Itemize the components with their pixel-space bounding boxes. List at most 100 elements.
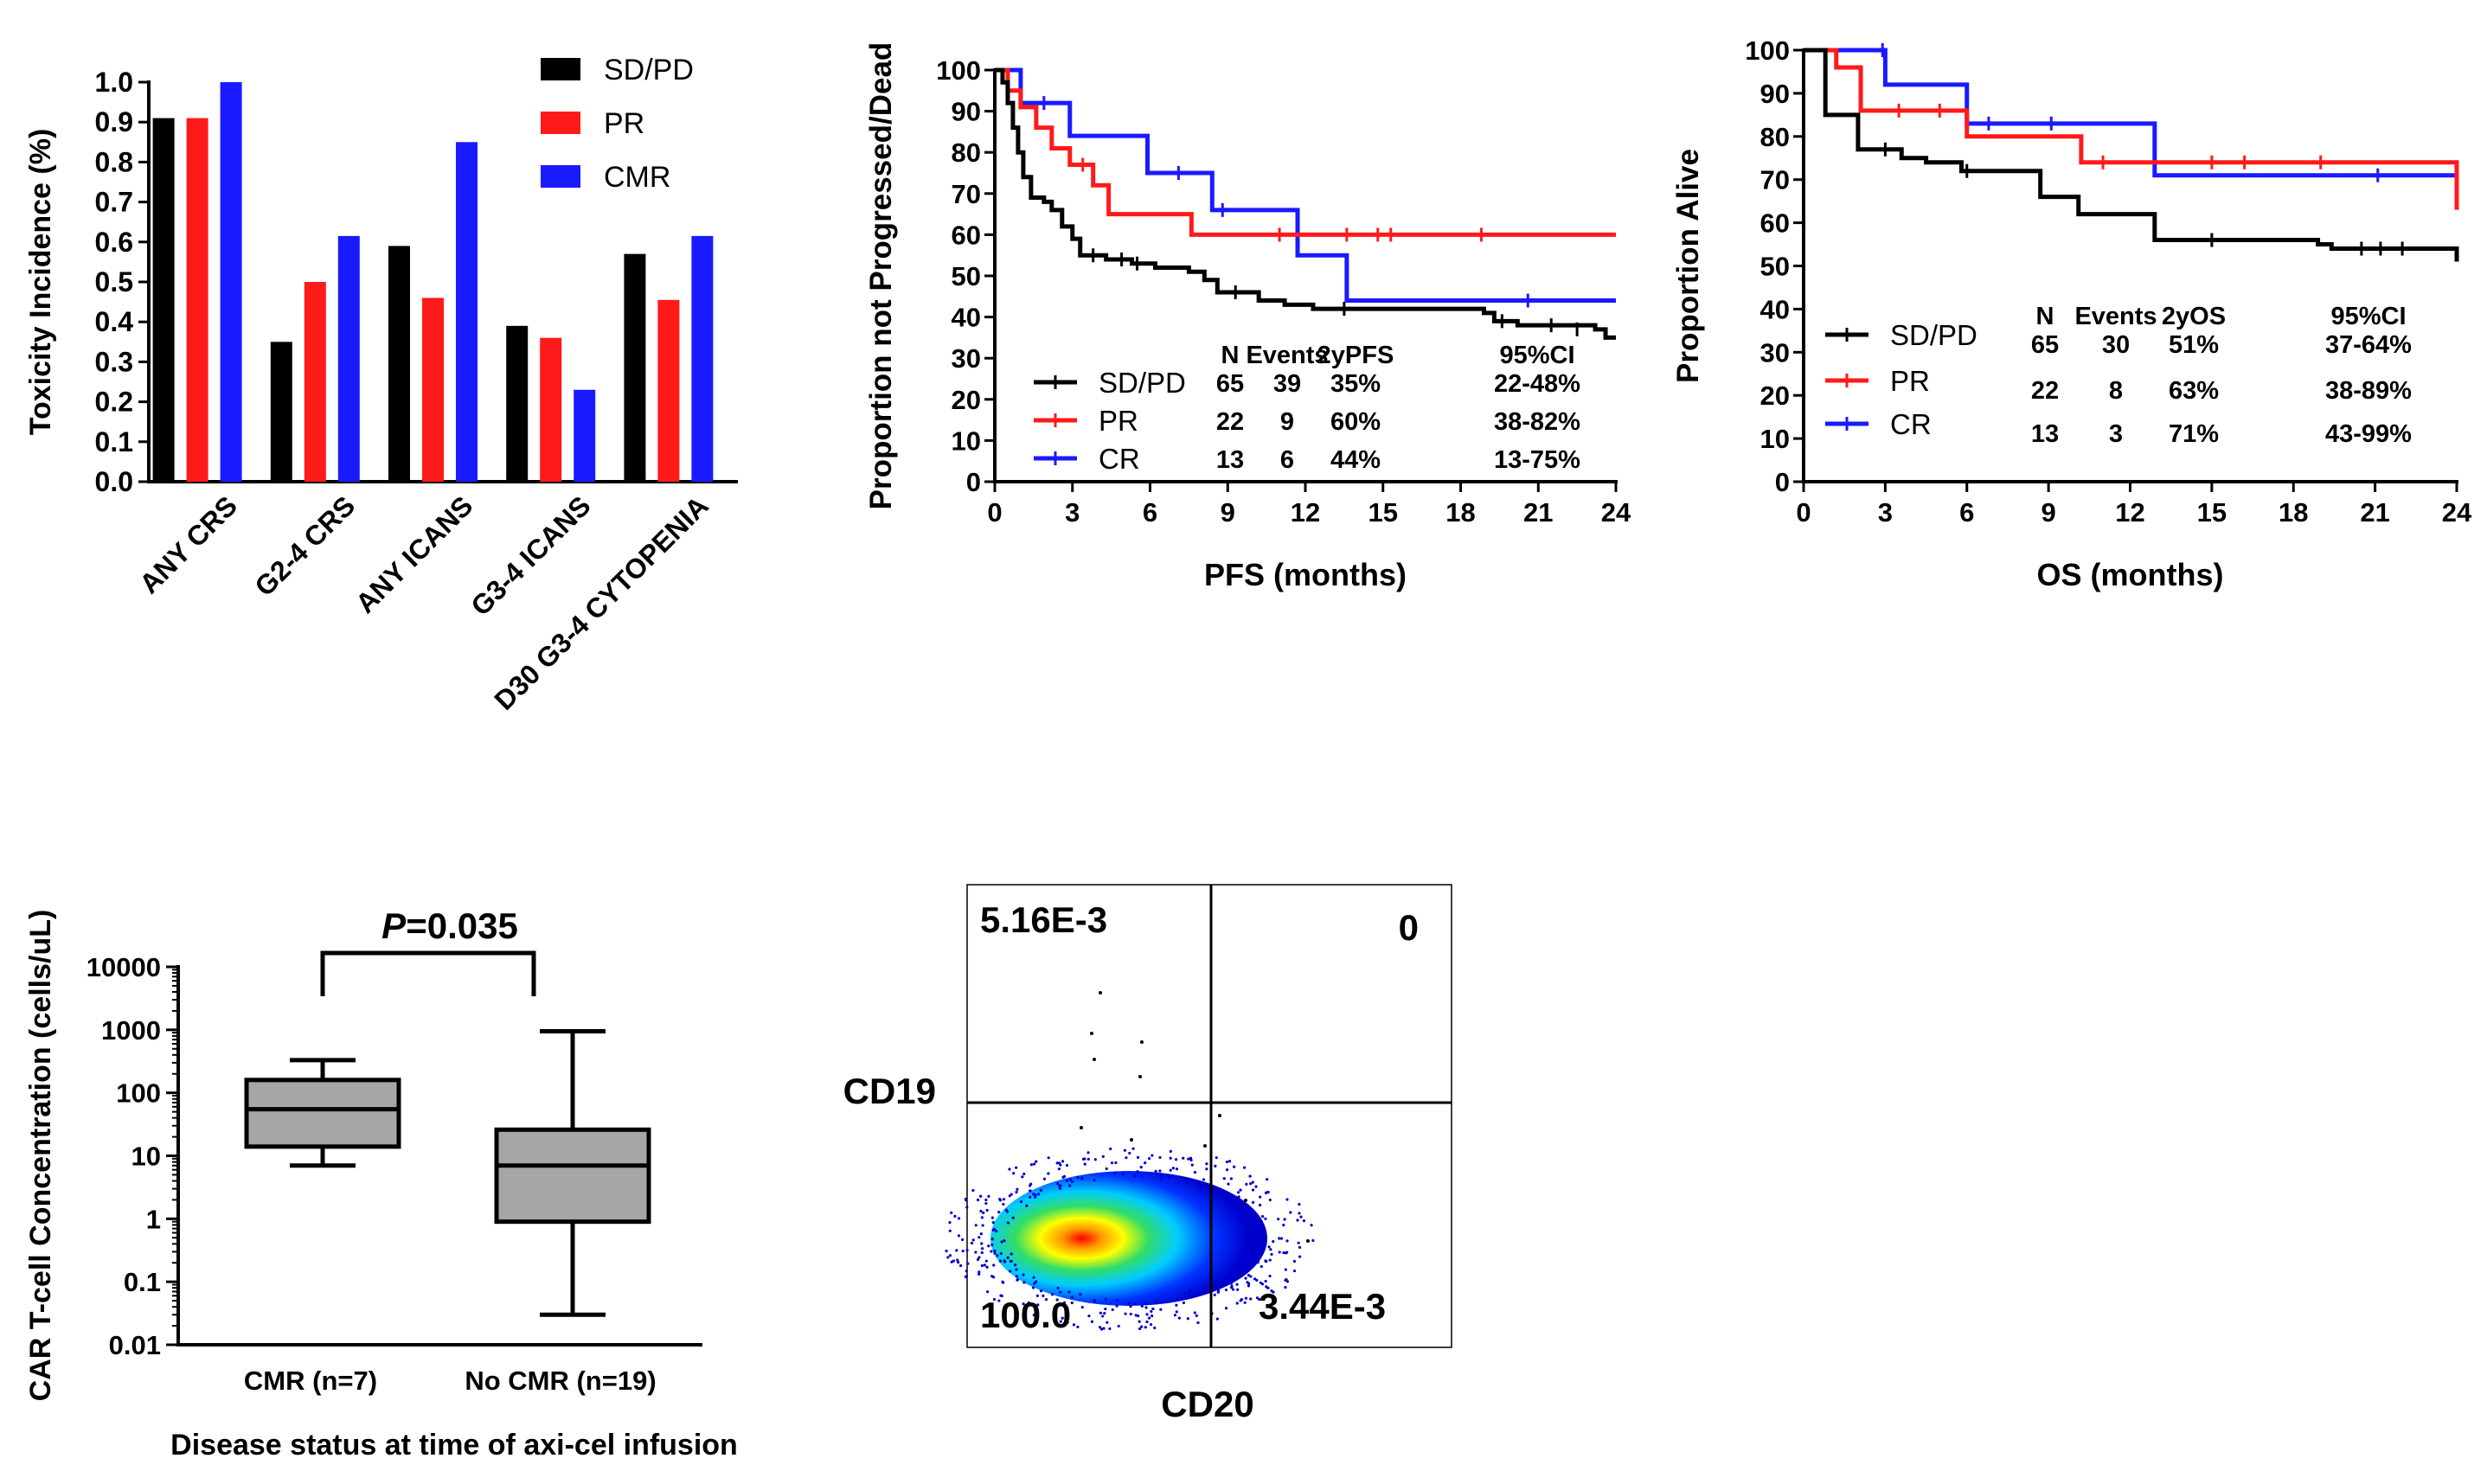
event-dot [1175,1303,1178,1307]
event-dot [1278,1237,1281,1240]
event-dot [1237,1195,1240,1199]
event-dot [1244,1276,1247,1280]
event-dot [1266,1190,1270,1194]
event-dot [1059,1184,1062,1187]
event-dot [1237,1191,1240,1194]
y-tick-label: 90 [952,97,981,127]
event-dot [1240,1298,1243,1302]
y-tick-label: 10 [952,425,981,456]
event-dot [976,1257,980,1262]
y-tick-label: 20 [952,385,981,415]
event-dot [1243,1301,1247,1304]
event-dot [1015,1268,1018,1271]
event-dot [1266,1178,1269,1181]
event-dot [1196,1183,1200,1187]
bar-cmr [691,235,714,482]
bar-sd-pd [270,342,292,482]
iqr-box [244,1078,401,1149]
event-dot [1129,1305,1132,1308]
event-dot [1251,1180,1254,1184]
event-dot [1242,1218,1247,1222]
y-tick-label: 0.3 [95,346,133,377]
event-dot [1255,1296,1260,1300]
event-dot [1070,1301,1074,1305]
event-dot [1101,1314,1105,1318]
event-dot [1138,1320,1141,1323]
event-dot [1015,1275,1018,1278]
event-dot [995,1230,998,1233]
event-dot [1099,1311,1102,1314]
event-dot [1258,1297,1261,1302]
event-dot [979,1194,983,1198]
event-dot [1136,1170,1139,1174]
event-dot [977,1256,981,1259]
event-dot [1109,1147,1112,1151]
x-tick-label: No CMR (n=19) [465,1366,656,1396]
event-dot [979,1209,983,1213]
event-dot [1257,1246,1260,1251]
p-value-annotation: P=0.035 [381,905,518,946]
event-dot [1213,1293,1216,1296]
event-dot [1002,1202,1005,1206]
event-dot [946,1256,950,1259]
event-dot [1186,1317,1189,1321]
legend-label: PR [604,107,644,140]
event-dot [1130,1138,1133,1142]
event-dot [1080,1177,1084,1180]
pfs-km-chart: 0 10 20 30 40 50 60 70 80 90 100 0 3 6 9 12 15 18 21 24 PFS … [864,42,1631,592]
event-dot [1247,1282,1251,1285]
event-dot [1214,1164,1217,1167]
y-tick-label: 0 [966,467,981,497]
event-dot [1022,1302,1025,1306]
event-dot [1068,1178,1072,1181]
event-dot [1297,1241,1300,1244]
event-dot [1144,1306,1148,1309]
event-dot [1200,1187,1204,1191]
event-dot [1249,1182,1253,1186]
event-dot [997,1211,1001,1214]
km-curve-cr [995,67,1616,304]
event-dot [1009,1259,1012,1263]
event-dot [952,1259,956,1263]
y-tick-label: 50 [952,261,981,291]
event-dot [1171,1167,1175,1170]
event-dot [1154,1169,1157,1173]
event-dot [1029,1195,1032,1199]
table-cell: 8 [2109,377,2123,405]
event-dot [1054,1304,1058,1308]
event-dot [1080,1305,1084,1309]
event-dot [1086,1157,1090,1161]
event-dot [1187,1157,1190,1161]
table-cell: 35% [1330,370,1381,398]
event-dot [996,1254,999,1257]
event-dot [1000,1294,1003,1298]
event-dot [1145,1313,1149,1316]
event-dot [1253,1277,1257,1281]
bar-sd-pd [624,253,646,482]
event-dot [987,1194,990,1198]
event-dot [1098,1326,1102,1329]
event-dot [959,1263,963,1268]
y-axis-label: CAR T-cell Concentration (cells/uL) [24,910,57,1402]
event-dot [1284,1286,1287,1289]
event-dot [1081,1157,1086,1161]
event-dot [945,1250,948,1253]
quadrant-upper-left: 5.16E-3 [980,899,1107,940]
y-axis-label: CD19 [843,1071,936,1111]
event-dot [1006,1221,1010,1225]
x-tick-label: 6 [1959,497,1974,528]
event-dot [1144,1161,1147,1165]
event-dot [1032,1276,1035,1279]
event-dot [957,1234,961,1238]
quadrant-lower-left: 100.0 [980,1295,1071,1335]
legend-label: CR [1890,408,1932,440]
event-dot [1248,1174,1252,1178]
y-tick-label: 0.6 [95,227,133,258]
x-tick-label: ANY ICANS [349,489,479,619]
x-tick-label: 15 [2197,497,2227,528]
event-dot [1047,1156,1050,1160]
event-dot [1268,1258,1272,1262]
y-axis-label: Proportion not Progressed/Dead [864,42,898,510]
y-tick-label: 90 [1760,79,1790,109]
x-tick-label: ANY CRS [133,489,243,599]
